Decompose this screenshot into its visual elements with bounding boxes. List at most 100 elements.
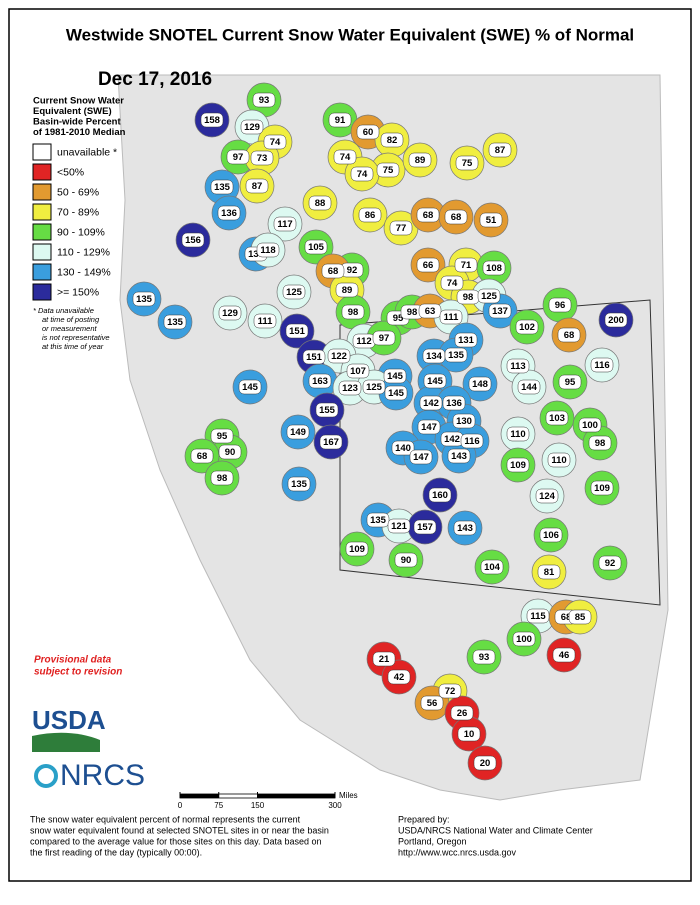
basin-label-box <box>226 149 250 165</box>
basin-label: 151 <box>306 352 323 363</box>
basin-label-box <box>418 303 442 319</box>
basin-label-box <box>453 520 477 536</box>
basin-label-box <box>372 330 396 346</box>
basin-label: 122 <box>331 351 347 362</box>
basin-label: 145 <box>388 388 405 399</box>
basin-label: 135 <box>291 479 308 490</box>
basin-label-box <box>409 449 433 465</box>
basin-label-box <box>163 314 187 330</box>
basin-label-box <box>506 457 530 473</box>
basin-label: 74 <box>357 169 368 180</box>
basin-label: 129 <box>244 122 260 133</box>
basin-label: 95 <box>393 313 404 324</box>
basin-label: 26 <box>457 708 468 719</box>
basin-label: 130 <box>456 416 472 427</box>
basin-label-box <box>438 683 462 699</box>
basin-label-box <box>304 239 328 255</box>
scale-tick-label: 300 <box>328 801 342 810</box>
legend-label: 70 - 89% <box>57 206 99 218</box>
basin-label: 96 <box>555 300 566 311</box>
basin-label-box <box>590 357 614 373</box>
basin-label: 42 <box>394 672 405 683</box>
basin-label-box <box>333 149 357 165</box>
basin-label: 144 <box>521 382 538 393</box>
basin-label: 111 <box>444 312 460 323</box>
basin-label-box <box>217 205 241 221</box>
basin-label: 92 <box>347 265 358 276</box>
legend-label: 50 - 69% <box>57 186 99 198</box>
footer-credit: http://www.wcc.nrcs.usda.gov <box>398 847 517 857</box>
basin-label-box <box>218 444 242 460</box>
basin-label: 116 <box>594 360 609 371</box>
basin-label: 97 <box>233 152 244 163</box>
basin-label: 56 <box>427 698 438 709</box>
basin-label: 95 <box>565 377 576 388</box>
usda-swoosh <box>32 732 100 752</box>
legend-note: is not representative <box>42 333 110 342</box>
basin-label: 87 <box>495 145 506 156</box>
basin-label: 88 <box>315 198 326 209</box>
basin-label: 112 <box>356 336 371 347</box>
footer-note: The snow water equivalent percent of nor… <box>30 814 301 824</box>
basin-label-box <box>366 512 390 528</box>
basin-label: 95 <box>217 431 228 442</box>
basin-label: 140 <box>395 443 411 454</box>
basin-label-box <box>423 373 447 389</box>
basin-label: 134 <box>426 351 443 362</box>
basin-label: 157 <box>417 522 433 533</box>
basin-label: 109 <box>510 460 526 471</box>
basin-label-box <box>285 323 309 339</box>
basin-label-box <box>517 379 541 395</box>
basin-label-box <box>454 332 478 348</box>
basin-label: 10 <box>464 729 475 740</box>
nrcs-icon <box>34 764 58 788</box>
basin-label-box <box>539 527 563 543</box>
basin-label-box <box>428 487 452 503</box>
basin-label: 163 <box>312 376 328 387</box>
basin-label-box <box>477 288 501 304</box>
basin-label: 113 <box>510 361 525 372</box>
scale-bar-fill <box>257 794 335 798</box>
basin-label-box <box>362 379 386 395</box>
basin-label-box <box>302 349 326 365</box>
basin-label: 145 <box>387 371 404 382</box>
basin-label: 68 <box>328 266 339 277</box>
basin-label: 90 <box>401 555 412 566</box>
basin-label-box <box>356 124 380 140</box>
basin-label: 103 <box>549 413 565 424</box>
basin-label: 145 <box>242 382 259 393</box>
basin-label: 98 <box>407 307 418 318</box>
basin-label-box <box>535 488 559 504</box>
basin-label-box <box>420 695 444 711</box>
basin-label: 87 <box>252 181 263 192</box>
basin-label: 151 <box>289 326 306 337</box>
basin-label: 200 <box>608 315 624 326</box>
basin-label: 73 <box>257 153 268 164</box>
basin-label: 46 <box>559 650 570 661</box>
basin-label: 66 <box>423 260 434 271</box>
basin-label: 75 <box>383 165 394 176</box>
basin-label-box <box>473 755 497 771</box>
legend-swatch <box>32 283 52 301</box>
basin-label-box <box>263 134 287 150</box>
basin-label-box <box>387 669 411 685</box>
basin-label-box <box>416 257 440 273</box>
legend-title: of 1981-2010 Median <box>33 127 126 138</box>
basin-label-box <box>488 303 512 319</box>
legend-label: 110 - 129% <box>57 246 110 258</box>
basin-label-box <box>604 312 628 328</box>
basin-label-box <box>350 166 374 182</box>
basin-label: 109 <box>594 483 610 494</box>
basin-label: 129 <box>222 308 238 319</box>
date: Dec 17, 2016 <box>98 69 212 90</box>
basin-label-box <box>558 374 582 390</box>
basin-label-box <box>482 260 506 276</box>
basin-label: 124 <box>539 491 556 502</box>
legend-label: 90 - 109% <box>57 226 105 238</box>
basin-label: 89 <box>415 155 426 166</box>
legend-swatch <box>32 183 52 201</box>
basin-label: 121 <box>391 521 408 532</box>
legend-swatch <box>32 223 52 241</box>
legend-title: Basin-wide Percent <box>33 117 121 128</box>
